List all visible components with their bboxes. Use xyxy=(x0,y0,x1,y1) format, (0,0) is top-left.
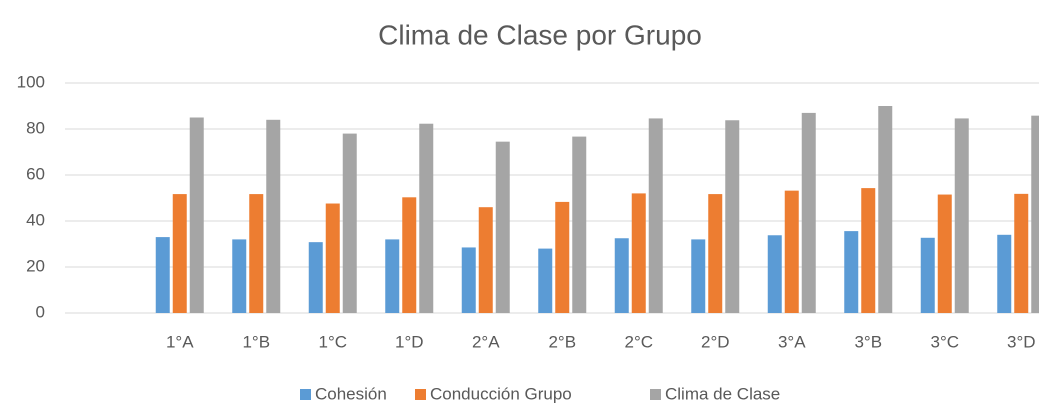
bar xyxy=(461,247,476,313)
bar xyxy=(155,237,170,313)
x-tick-label: 2°D xyxy=(701,332,730,351)
x-tick-label: 1°C xyxy=(318,332,347,351)
y-tick-label: 60 xyxy=(26,164,45,183)
bar xyxy=(614,238,629,313)
bar xyxy=(691,239,706,313)
legend-swatch xyxy=(415,389,426,400)
y-tick-label: 0 xyxy=(36,302,45,321)
x-tick-label: 1°D xyxy=(395,332,424,351)
bar xyxy=(1014,193,1029,313)
bar xyxy=(767,235,782,313)
bar xyxy=(997,234,1012,313)
bar xyxy=(325,203,340,313)
x-tick-label: 2°A xyxy=(472,332,500,351)
x-tick-label: 3°A xyxy=(778,332,806,351)
bar xyxy=(232,239,247,313)
bar xyxy=(385,239,400,313)
bar xyxy=(954,118,969,313)
bar xyxy=(708,194,723,313)
bar xyxy=(844,231,859,313)
x-tick-label: 3°D xyxy=(1007,332,1036,351)
y-tick-label: 40 xyxy=(26,210,45,229)
bar xyxy=(266,119,281,313)
x-tick-label: 1°B xyxy=(242,332,270,351)
bar xyxy=(648,118,663,313)
bar xyxy=(495,141,510,313)
y-tick-label: 80 xyxy=(26,118,45,137)
bar xyxy=(402,197,417,313)
bar xyxy=(478,207,493,313)
legend-label: Clima de Clase xyxy=(665,384,780,403)
bar xyxy=(342,133,357,313)
x-tick-label: 3°C xyxy=(930,332,959,351)
bar xyxy=(419,123,434,314)
x-tick-label: 2°C xyxy=(624,332,653,351)
bar xyxy=(249,194,264,313)
legend-label: Cohesión xyxy=(315,384,387,403)
bar xyxy=(784,190,799,313)
legend-swatch xyxy=(300,389,311,400)
bar xyxy=(189,117,204,313)
legend-swatch xyxy=(650,389,661,400)
x-tick-label: 2°B xyxy=(548,332,576,351)
bar xyxy=(572,136,587,313)
legend-label: Conducción Grupo xyxy=(430,384,572,403)
bar xyxy=(725,120,740,313)
bar xyxy=(801,112,816,314)
x-tick-label: 1°A xyxy=(166,332,194,351)
y-tick-label: 100 xyxy=(17,72,45,91)
bar xyxy=(631,193,646,313)
bar xyxy=(861,188,876,313)
bar xyxy=(1031,115,1039,313)
chart-title: Clima de Clase por Grupo xyxy=(378,19,702,50)
bar xyxy=(172,194,187,313)
bar xyxy=(555,201,570,313)
y-tick-label: 20 xyxy=(26,256,45,275)
bar xyxy=(538,248,553,313)
bar xyxy=(937,194,952,313)
x-tick-label: 3°B xyxy=(854,332,882,351)
bar xyxy=(920,237,935,313)
bar xyxy=(878,106,893,313)
bar xyxy=(308,242,323,313)
